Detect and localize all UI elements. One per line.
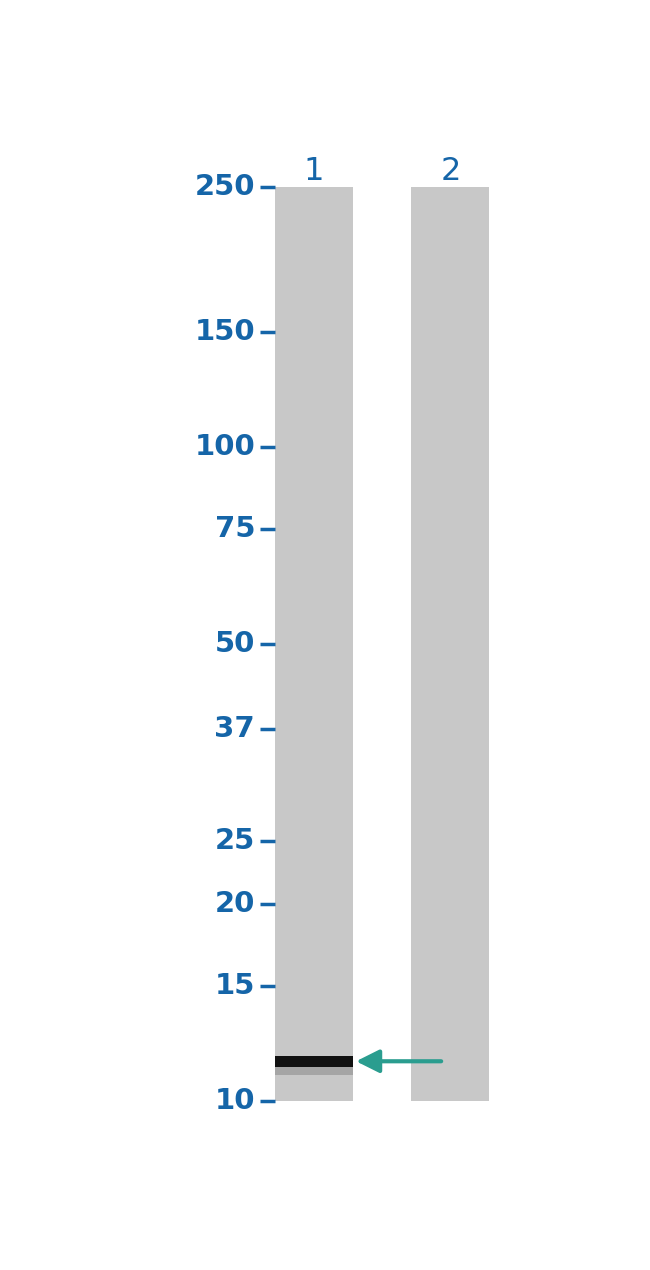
Text: 25: 25: [214, 827, 255, 855]
Bar: [275, 1055, 354, 1067]
Text: 250: 250: [194, 173, 255, 201]
Text: 15: 15: [214, 972, 255, 999]
Bar: [411, 187, 489, 1101]
Text: 2: 2: [440, 156, 461, 188]
Text: 1: 1: [304, 156, 324, 188]
Text: 75: 75: [214, 514, 255, 542]
Text: 10: 10: [214, 1087, 255, 1115]
Text: 37: 37: [214, 715, 255, 743]
Bar: [275, 1067, 354, 1076]
Text: 150: 150: [194, 318, 255, 345]
Text: 100: 100: [194, 433, 255, 461]
Bar: [275, 187, 354, 1101]
Text: 20: 20: [214, 890, 255, 918]
Text: 50: 50: [214, 630, 255, 658]
